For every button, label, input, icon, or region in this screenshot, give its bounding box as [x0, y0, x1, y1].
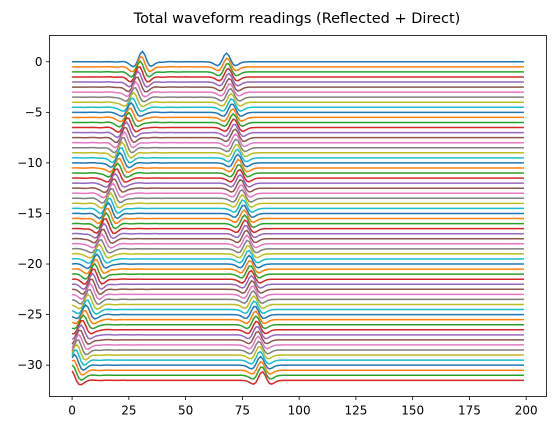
trace-line-35 — [72, 229, 524, 243]
y-tick-label-6: −30 — [17, 358, 42, 372]
trace-line-48 — [72, 294, 524, 309]
x-tick-label-7: 175 — [458, 404, 481, 418]
trace-line-32 — [72, 213, 524, 229]
trace-line-45 — [72, 279, 524, 294]
trace-line-30 — [72, 203, 524, 219]
trace-line-47 — [72, 290, 524, 305]
x-axis: 0 25 50 75 100 125 150 175 200 — [68, 397, 537, 418]
y-tick-label-2: −10 — [17, 156, 42, 170]
trace-line-63 — [72, 371, 524, 385]
trace-line-33 — [72, 219, 524, 234]
trace-line-37 — [72, 240, 524, 253]
trace-line-18 — [72, 142, 524, 158]
trace-line-40 — [72, 254, 524, 268]
trace-line-4 — [72, 71, 524, 87]
trace-line-56 — [72, 335, 524, 350]
trace-line-12 — [72, 113, 524, 127]
trace-line-62 — [72, 365, 524, 380]
trace-line-58 — [72, 344, 524, 360]
trace-line-49 — [72, 300, 524, 314]
x-tick-label-1: 25 — [121, 404, 136, 418]
trace-line-41 — [72, 259, 524, 273]
y-tick-label-3: −15 — [17, 206, 42, 220]
x-tick-label-4: 100 — [288, 404, 311, 418]
trace-line-59 — [72, 350, 524, 365]
trace-line-53 — [72, 321, 524, 334]
trace-line-51 — [72, 311, 524, 324]
trace-line-54 — [72, 325, 524, 339]
y-tick-label-4: −20 — [17, 257, 42, 271]
trace-line-61 — [72, 360, 524, 375]
trace-line-25 — [72, 179, 524, 192]
y-tick-label-1: −5 — [25, 105, 43, 119]
trace-line-38 — [72, 244, 524, 258]
trace-line-55 — [72, 330, 524, 344]
trace-lines — [72, 51, 524, 384]
x-tick-label-2: 50 — [178, 404, 193, 418]
trace-line-34 — [72, 224, 524, 239]
trace-line-17 — [72, 138, 524, 153]
trace-line-36 — [72, 234, 524, 248]
trace-line-23 — [72, 169, 524, 182]
trace-line-24 — [72, 174, 524, 188]
chart-title: Total waveform readings (Reflected + Dir… — [133, 11, 461, 27]
trace-line-50 — [72, 305, 524, 319]
trace-line-22 — [72, 163, 524, 177]
trace-line-28 — [72, 193, 524, 208]
trace-line-57 — [72, 340, 524, 355]
trace-line-31 — [72, 209, 524, 224]
trace-line-60 — [72, 355, 524, 371]
x-tick-label-8: 200 — [515, 404, 538, 418]
y-tick-label-5: −25 — [17, 308, 42, 322]
trace-line-19 — [72, 148, 524, 163]
x-tick-label-0: 0 — [68, 404, 76, 418]
trace-line-6 — [72, 82, 524, 97]
trace-line-52 — [72, 315, 524, 329]
x-tick-label-5: 125 — [344, 404, 367, 418]
trace-line-1 — [72, 57, 524, 72]
trace-line-26 — [72, 183, 524, 197]
trace-line-20 — [72, 153, 524, 168]
trace-line-21 — [72, 159, 524, 173]
x-tick-label-3: 75 — [235, 404, 250, 418]
y-axis: 0 −5 −10 −15 −20 −25 −30 — [17, 55, 49, 372]
trace-line-43 — [72, 269, 524, 284]
trace-line-29 — [72, 198, 524, 213]
y-tick-label-0: 0 — [35, 55, 43, 69]
trace-line-8 — [72, 93, 524, 107]
trace-line-27 — [72, 189, 524, 203]
trace-line-46 — [72, 284, 524, 300]
x-tick-label-6: 150 — [401, 404, 424, 418]
trace-line-42 — [72, 264, 524, 279]
trace-line-39 — [72, 250, 524, 263]
trace-line-44 — [72, 274, 524, 290]
